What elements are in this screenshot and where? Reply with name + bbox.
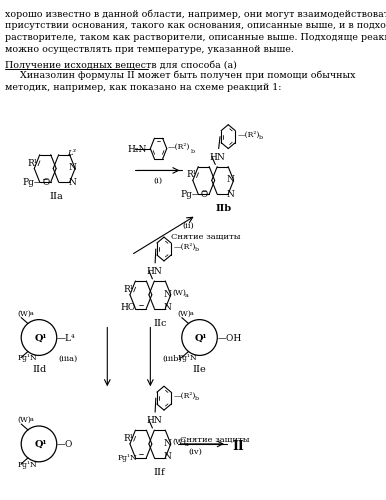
Text: —OH: —OH bbox=[217, 334, 242, 342]
Text: —(R²): —(R²) bbox=[238, 130, 260, 138]
Text: N: N bbox=[164, 439, 172, 448]
Text: R¹: R¹ bbox=[123, 434, 134, 443]
Text: HO: HO bbox=[120, 302, 136, 312]
Text: HN: HN bbox=[147, 267, 163, 276]
Text: можно осуществлять при температуре, указанной выше.: можно осуществлять при температуре, указ… bbox=[5, 45, 294, 54]
Text: Pg¹N: Pg¹N bbox=[17, 461, 37, 469]
Text: a: a bbox=[29, 417, 33, 422]
Text: II: II bbox=[232, 440, 244, 453]
Text: хорошо известно в данной области, например, они могут взаимодействовать в: хорошо известно в данной области, наприм… bbox=[5, 10, 386, 19]
Text: a: a bbox=[190, 310, 194, 316]
Text: Q¹: Q¹ bbox=[34, 440, 47, 449]
Text: присутствии основания, такого как основания, описанные выше, и в подходящем: присутствии основания, такого как основа… bbox=[5, 22, 386, 30]
Text: R¹: R¹ bbox=[27, 158, 38, 168]
Text: Pg¹N: Pg¹N bbox=[17, 354, 37, 362]
Text: N: N bbox=[164, 290, 172, 299]
Text: —(R²): —(R²) bbox=[168, 142, 190, 150]
Text: методик, например, как показано на схеме реакций 1:: методик, например, как показано на схеме… bbox=[5, 83, 281, 92]
Text: растворителе, таком как растворители, описанные выше. Подходяще реакцию: растворителе, таком как растворители, оп… bbox=[5, 33, 386, 42]
Text: IIb: IIb bbox=[216, 204, 232, 214]
Text: b: b bbox=[259, 134, 263, 140]
Text: R¹: R¹ bbox=[123, 285, 134, 294]
Text: Pg—O: Pg—O bbox=[181, 190, 209, 200]
Text: H₂N: H₂N bbox=[127, 144, 147, 154]
Text: (W): (W) bbox=[172, 438, 186, 446]
Text: a: a bbox=[185, 293, 188, 298]
Text: —L⁴: —L⁴ bbox=[57, 334, 75, 342]
Text: (iiib): (iiib) bbox=[162, 354, 182, 362]
Text: N: N bbox=[68, 178, 76, 188]
Text: b: b bbox=[191, 148, 195, 154]
Text: (i): (i) bbox=[153, 176, 162, 184]
Text: IIf: IIf bbox=[153, 468, 165, 477]
Text: N: N bbox=[227, 176, 235, 184]
Text: Q¹: Q¹ bbox=[34, 334, 47, 342]
Text: R¹: R¹ bbox=[186, 170, 196, 179]
Text: Снятие защиты: Снятие защиты bbox=[180, 436, 250, 444]
Text: (iv): (iv) bbox=[188, 448, 202, 456]
Text: (W): (W) bbox=[172, 289, 186, 297]
Text: N: N bbox=[164, 452, 172, 461]
Text: N: N bbox=[68, 164, 76, 172]
Text: b: b bbox=[195, 396, 199, 401]
Text: IIa: IIa bbox=[49, 192, 63, 202]
Text: L³: L³ bbox=[67, 148, 76, 156]
Text: Pg—O: Pg—O bbox=[22, 178, 50, 188]
Text: (ii): (ii) bbox=[183, 222, 194, 230]
Text: (W): (W) bbox=[178, 310, 191, 318]
Text: b: b bbox=[195, 247, 199, 252]
Text: (W): (W) bbox=[17, 416, 31, 424]
Text: N: N bbox=[227, 190, 235, 200]
Text: a: a bbox=[29, 310, 33, 316]
Text: —(R²): —(R²) bbox=[174, 243, 196, 251]
Text: (W): (W) bbox=[17, 310, 31, 318]
Text: Q¹: Q¹ bbox=[195, 334, 207, 342]
Text: Снятие защиты: Снятие защиты bbox=[171, 233, 240, 241]
Text: IId: IId bbox=[32, 366, 46, 374]
Text: Получение исходных веществ для способа (a): Получение исходных веществ для способа (… bbox=[5, 60, 237, 70]
Text: (iiia): (iiia) bbox=[58, 354, 77, 362]
Text: —(R²): —(R²) bbox=[174, 392, 196, 400]
Text: HN: HN bbox=[147, 416, 163, 425]
Text: —O: —O bbox=[57, 440, 73, 449]
Text: HN: HN bbox=[210, 152, 225, 162]
Text: IIe: IIe bbox=[193, 366, 207, 374]
Text: a: a bbox=[185, 442, 188, 447]
Text: N: N bbox=[164, 302, 172, 312]
Text: Pg¹N: Pg¹N bbox=[118, 454, 137, 462]
Text: Хиназолин формулы II может быть получен при помощи обычных: Хиназолин формулы II может быть получен … bbox=[5, 71, 355, 81]
Text: Pg¹N: Pg¹N bbox=[178, 354, 197, 362]
Text: IIc: IIc bbox=[154, 318, 167, 328]
